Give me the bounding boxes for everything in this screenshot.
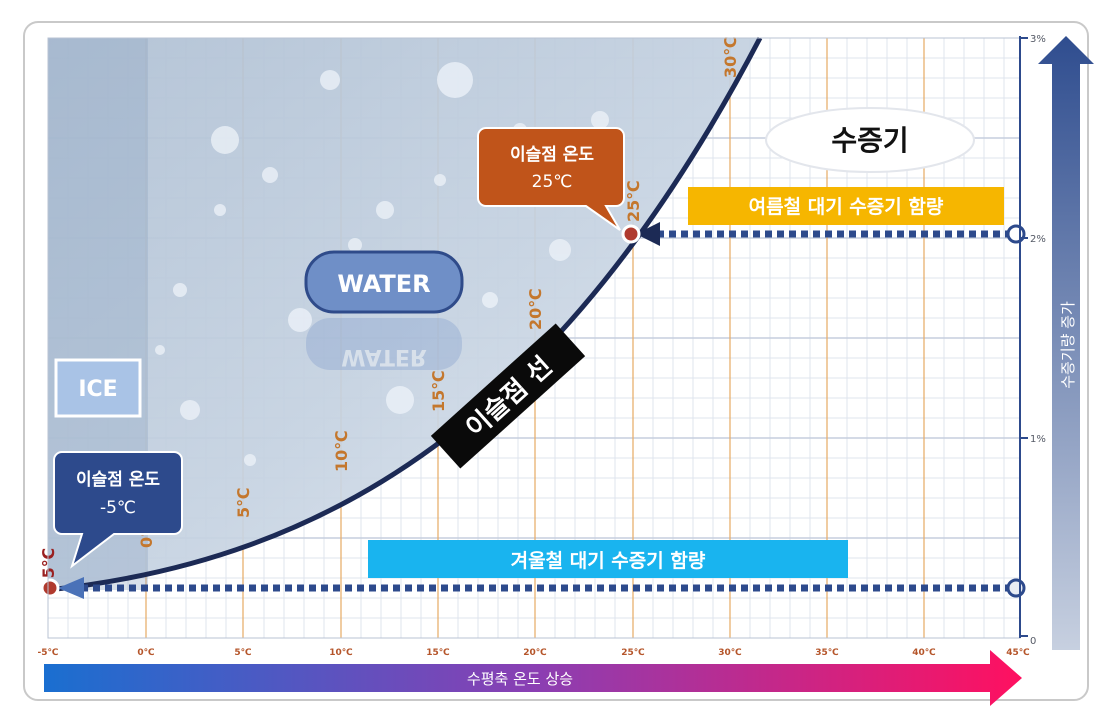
svg-text:45℃: 45℃ (1006, 648, 1030, 658)
summer-arrow-head (636, 222, 660, 246)
svg-text:25℃: 25℃ (624, 180, 643, 222)
svg-text:WATER: WATER (341, 344, 427, 369)
callout-dew-25: 이슬점 온도 25℃ (477, 127, 625, 231)
water-label: WATER WATER (304, 250, 464, 370)
x-temperature-arrow: 수평축 온도 상승 (44, 650, 1022, 706)
svg-text:수증기량 증가: 수증기량 증가 (1059, 301, 1077, 389)
svg-text:30℃: 30℃ (718, 648, 742, 658)
svg-text:3%: 3% (1030, 34, 1046, 45)
svg-text:수평축 온도 상승: 수평축 온도 상승 (467, 670, 573, 688)
winter-banner: 겨울철 대기 수증기 함량 (368, 540, 848, 578)
svg-text:10℃: 10℃ (329, 648, 353, 658)
vapor-label: 수증기 (765, 107, 975, 173)
svg-text:이슬점 온도: 이슬점 온도 (510, 145, 594, 165)
svg-text:15℃: 15℃ (429, 370, 448, 412)
svg-text:겨울철 대기 수증기 함량: 겨울철 대기 수증기 함량 (511, 550, 706, 572)
callout-dew-minus5: 이슬점 온도 -5℃ (53, 451, 183, 569)
svg-text:20℃: 20℃ (523, 648, 547, 658)
svg-text:여름철 대기 수증기 함량: 여름철 대기 수증기 함량 (749, 196, 944, 218)
svg-text:WATER: WATER (337, 270, 430, 298)
svg-text:0℃: 0℃ (137, 648, 154, 658)
summer-anchor (1006, 224, 1026, 244)
svg-text:2%: 2% (1030, 234, 1046, 245)
svg-text:수증기: 수증기 (831, 124, 908, 157)
y-ticks: 0 1% 2% 3% (1030, 34, 1046, 647)
dew-point-25 (621, 224, 641, 244)
svg-text:5℃: 5℃ (234, 487, 253, 518)
svg-text:25℃: 25℃ (532, 172, 573, 192)
ice-label: ICE (54, 358, 142, 418)
winter-anchor (1006, 578, 1026, 598)
dew-point-curve (47, 36, 763, 593)
svg-text:35℃: 35℃ (815, 648, 839, 658)
svg-text:40℃: 40℃ (912, 648, 936, 658)
svg-text:30℃: 30℃ (721, 36, 740, 78)
svg-text:5℃: 5℃ (234, 648, 251, 658)
svg-text:-5℃: -5℃ (38, 648, 59, 658)
summer-banner: 여름철 대기 수증기 함량 (688, 187, 1004, 225)
svg-text:이슬점 온도: 이슬점 온도 (76, 470, 160, 490)
svg-text:15℃: 15℃ (426, 648, 450, 658)
dew-point-minus5 (40, 578, 60, 598)
svg-text:10℃: 10℃ (332, 430, 351, 472)
y-vapor-arrow: 수증기량 증가 (1038, 36, 1094, 650)
svg-text:1%: 1% (1030, 434, 1046, 445)
winter-arrow-head (58, 577, 84, 599)
x-ticks: -5℃ 0℃ 5℃ 10℃ 15℃ 20℃ 25℃ 30℃ 35℃ 40℃ 45… (38, 648, 1030, 658)
svg-text:25℃: 25℃ (621, 648, 645, 658)
svg-text:0: 0 (1030, 636, 1036, 647)
svg-text:-5℃: -5℃ (100, 498, 136, 518)
svg-text:ICE: ICE (78, 377, 117, 402)
svg-text:20℃: 20℃ (526, 288, 545, 330)
